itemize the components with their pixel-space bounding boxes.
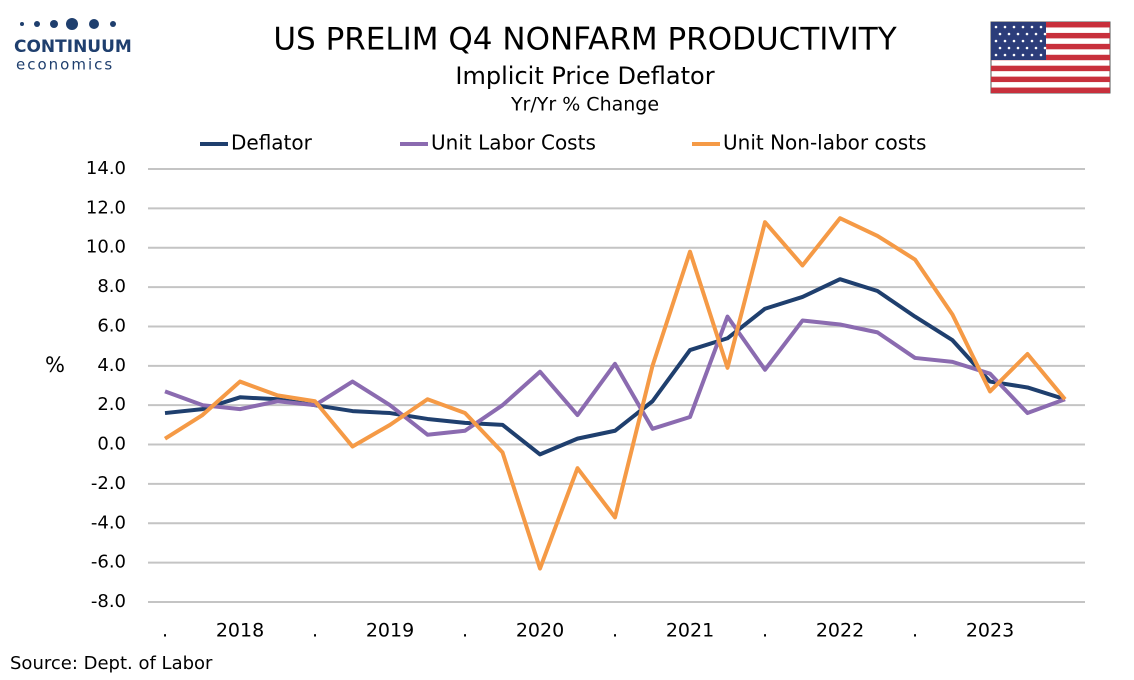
- x-tick-label: .: [912, 620, 918, 642]
- flag-star: [994, 53, 998, 57]
- flag-star: [1012, 53, 1016, 57]
- flag-canton: [991, 22, 1046, 60]
- y-tick-label: -2.0: [91, 473, 126, 494]
- series-line: [164, 314, 1066, 437]
- flag-stripe: [991, 76, 1110, 83]
- flag-star: [1016, 32, 1020, 36]
- x-tick-label: 2023: [966, 620, 1014, 642]
- flag-star: [1030, 25, 1034, 29]
- chart-subtitle: Yr/Yr % Change: [510, 94, 659, 116]
- y-tick-label: -8.0: [91, 591, 126, 612]
- y-tick-label: 0.0: [97, 434, 126, 455]
- flag-stripe: [991, 54, 1110, 61]
- logo-dot: [66, 18, 78, 30]
- flag-star: [1007, 46, 1011, 50]
- flag-star: [1012, 39, 1016, 43]
- y-tick-label: 6.0: [97, 315, 126, 336]
- y-tick-label: 10.0: [86, 237, 126, 258]
- x-tick-label: 2019: [366, 620, 414, 642]
- source: Source: Dept. of Labor: [10, 653, 213, 674]
- flag-stripe: [991, 22, 1110, 28]
- flag-star: [1021, 25, 1025, 29]
- y-tick-label: -4.0: [91, 512, 126, 533]
- flag-star: [1021, 39, 1025, 43]
- logo-dot: [50, 20, 58, 28]
- legend-label: Unit Labor Costs: [431, 131, 596, 155]
- flag-star: [1003, 25, 1007, 29]
- flag-star: [994, 39, 998, 43]
- logo: CONTINUUM economics: [14, 18, 132, 74]
- chart-subtitle: Implicit Price Deflator: [455, 62, 714, 90]
- flag-star: [1003, 53, 1007, 57]
- flag-stripe: [991, 65, 1110, 72]
- flag-stripe: [991, 43, 1110, 50]
- x-tick-label: .: [162, 620, 168, 642]
- flag-star: [1003, 39, 1007, 43]
- flag-star: [1039, 25, 1043, 29]
- legend-label: Unit Non-labor costs: [723, 131, 926, 155]
- x-tick-label: 2020: [516, 620, 564, 642]
- logo-name: CONTINUUM: [14, 37, 132, 57]
- flag-star: [1007, 32, 1011, 36]
- flag-stripe: [991, 87, 1110, 93]
- y-tick-label: 4.0: [97, 355, 126, 376]
- chart-title: US PRELIM Q4 NONFARM PRODUCTIVITY: [273, 22, 896, 58]
- logo-dot: [110, 21, 116, 27]
- y-tick-label: 14.0: [86, 158, 126, 179]
- y-tick-label: -6.0: [91, 552, 126, 573]
- logo-dot: [20, 22, 24, 26]
- legend-label: Deflator: [231, 131, 313, 155]
- x-tick-label: 2022: [816, 620, 864, 642]
- flag-star: [998, 32, 1002, 36]
- y-tick-label: 2.0: [97, 394, 126, 415]
- flag-star: [1034, 32, 1038, 36]
- flag-star: [1012, 25, 1016, 29]
- flag: [990, 21, 1111, 94]
- logo-dot: [34, 21, 40, 27]
- y-tick-label: 8.0: [97, 276, 126, 297]
- flag-star: [1039, 53, 1043, 57]
- flag-stripe: [991, 32, 1110, 39]
- x-tick-label: .: [312, 620, 318, 642]
- flag-star: [998, 46, 1002, 50]
- logo-dot: [89, 19, 99, 29]
- x-tick-label: 2021: [666, 620, 714, 642]
- x-tick-label: .: [462, 620, 468, 642]
- flag-star: [1025, 46, 1029, 50]
- flag-star: [994, 25, 998, 29]
- flag-star: [1016, 46, 1020, 50]
- x-tick-label: .: [762, 620, 768, 642]
- flag-star: [1043, 46, 1047, 50]
- flag-star: [1030, 53, 1034, 57]
- y-axis-label: %: [45, 353, 65, 377]
- x-tick-label: .: [612, 620, 618, 642]
- flag-star: [1025, 32, 1029, 36]
- flag-star: [1030, 39, 1034, 43]
- y-tick-label: 12.0: [86, 197, 126, 218]
- series-line: [163, 216, 1067, 571]
- flag-star: [1034, 46, 1038, 50]
- flag-star: [1021, 53, 1025, 57]
- logo-tagline: economics: [16, 56, 114, 74]
- flag-star: [1039, 39, 1043, 43]
- x-tick-label: 2018: [216, 620, 264, 642]
- flag-star: [1043, 32, 1047, 36]
